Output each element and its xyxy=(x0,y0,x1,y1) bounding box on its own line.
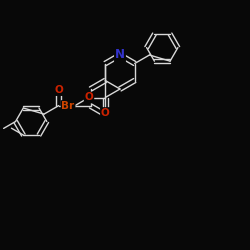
Text: O: O xyxy=(85,92,94,102)
Text: O: O xyxy=(101,108,110,118)
Text: N: N xyxy=(115,48,125,62)
Text: O: O xyxy=(54,85,63,95)
Text: Br: Br xyxy=(62,101,74,111)
